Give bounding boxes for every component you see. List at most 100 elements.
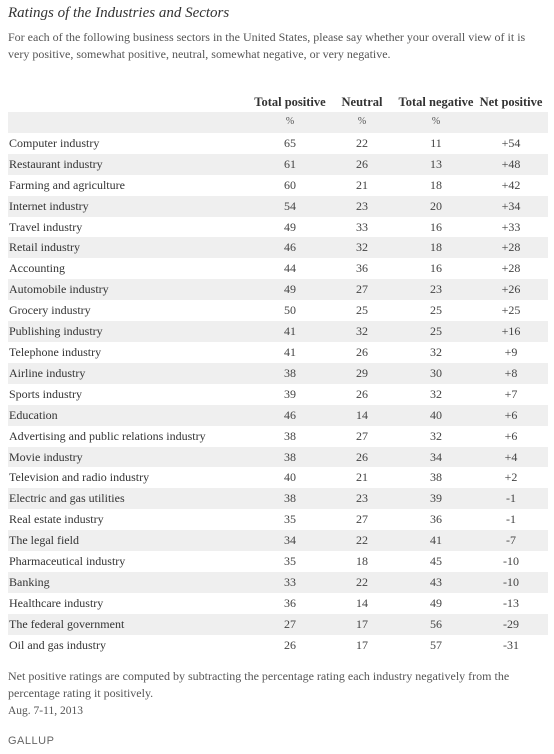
unit-row: % % %: [8, 112, 548, 133]
table-row: Oil and gas industry 26 17 57 -31: [8, 635, 548, 656]
row-value: 39: [284, 386, 296, 401]
row-value: 36: [284, 595, 296, 610]
table-body: % % % Computer industry 65 22 11 +54 Restaura…: [8, 112, 548, 656]
row-value: 14: [356, 595, 368, 610]
row-value: 27: [326, 279, 398, 301]
unit-cell: [474, 112, 548, 133]
row-value: 38: [254, 446, 326, 468]
row-value: 39: [398, 488, 474, 510]
row-value: 65: [284, 135, 296, 150]
row-value: 26: [356, 386, 368, 401]
row-label: Telephone industry: [9, 344, 102, 359]
row-value: +54: [501, 135, 521, 150]
row-label: Pharmaceutical industry: [9, 554, 126, 569]
table-row: Restaurant industry 61 26 13 +48: [8, 153, 548, 175]
row-value: 38: [284, 428, 296, 443]
row-value: +6: [504, 428, 518, 443]
row-value: -1: [506, 512, 516, 527]
row-label: Airline industry: [8, 362, 254, 384]
row-value: -31: [503, 637, 519, 652]
table-row: Computer industry 65 22 11 +54: [8, 133, 548, 154]
row-value: 32: [430, 386, 442, 401]
table-row: The legal field 34 22 41 -7: [8, 530, 548, 552]
table-row: Travel industry 49 33 16 +33: [8, 217, 548, 238]
table-row: Automobile industry 49 27 23 +26: [8, 279, 548, 301]
row-value: 60: [284, 177, 296, 192]
row-value: +7: [504, 386, 518, 401]
row-value: 32: [430, 428, 442, 443]
unit-blank: [8, 112, 254, 133]
row-value: 17: [356, 637, 368, 652]
row-value: -29: [474, 613, 548, 635]
row-value: 50: [284, 303, 296, 318]
row-label: Real estate industry: [9, 512, 104, 527]
row-value: 22: [326, 571, 398, 593]
row-value: 25: [398, 321, 474, 342]
row-value: 26: [326, 153, 398, 175]
header-total-negative: Total negative: [398, 95, 474, 109]
table-row: Banking 33 22 43 -10: [8, 571, 548, 593]
header-total-positive: Total positive: [254, 95, 326, 109]
row-value: 35: [284, 554, 296, 569]
header-row: Total positive Neutral Total negative Ne…: [8, 76, 548, 112]
unit-cell: %: [326, 112, 398, 133]
row-value: +33: [501, 219, 521, 234]
row-label: Oil and gas industry: [9, 637, 106, 652]
row-label: The legal field: [8, 530, 254, 552]
row-value: 46: [254, 237, 326, 259]
row-value: +26: [474, 279, 548, 301]
row-value: 33: [254, 571, 326, 593]
row-value: 32: [430, 344, 442, 359]
row-value: 30: [398, 362, 474, 384]
row-value: 41: [284, 344, 296, 359]
table-row: Internet industry 54 23 20 +34: [8, 195, 548, 217]
row-value: 38: [254, 488, 326, 510]
row-value: 13: [398, 153, 474, 175]
table-row: Television and radio industry 40 21 38 +2: [8, 467, 548, 488]
row-value: 25: [430, 303, 442, 318]
row-value: 18: [356, 554, 368, 569]
row-value: 35: [284, 512, 296, 527]
header-neutral: Neutral: [341, 95, 383, 109]
row-label: Healthcare industry: [9, 595, 104, 610]
row-value: 23: [398, 279, 474, 301]
question-text: For each of the following business secto…: [8, 30, 526, 61]
row-value: 40: [398, 404, 474, 426]
row-value: 23: [326, 195, 398, 217]
gallup-logo: GALLUP: [8, 735, 55, 747]
row-label: Sports industry: [9, 386, 83, 401]
row-value: 20: [398, 195, 474, 217]
table-row: Airline industry 38 29 30 +8: [8, 362, 548, 384]
row-value: 23: [326, 488, 398, 510]
row-label: Restaurant industry: [8, 153, 254, 175]
table-row: Advertising and public relations industr…: [8, 426, 548, 447]
unit-cell: %: [398, 112, 474, 133]
row-label: Accounting: [9, 261, 65, 276]
row-label: Advertising and public relations industr…: [9, 428, 206, 443]
page-title: Ratings of the Industries and Sectors: [8, 5, 230, 21]
row-label: The federal government: [8, 613, 254, 635]
row-value: 44: [284, 261, 296, 276]
unit-cell: %: [254, 112, 326, 133]
row-label: Travel industry: [9, 219, 83, 234]
row-value: +48: [474, 153, 548, 175]
row-value: 46: [254, 404, 326, 426]
footnote: Net positive ratings are computed by sub…: [8, 669, 510, 700]
survey-date: Aug. 7-11, 2013: [8, 705, 83, 717]
row-value: 18: [398, 237, 474, 259]
row-value: 27: [254, 613, 326, 635]
row-value: 18: [430, 177, 442, 192]
row-value: +34: [474, 195, 548, 217]
row-value: 38: [430, 470, 442, 485]
row-label: Television and radio industry: [9, 470, 150, 485]
row-value: 57: [430, 637, 442, 652]
row-value: 49: [284, 219, 296, 234]
row-label: Retail industry: [8, 237, 254, 259]
header-net-positive: Net positive: [479, 95, 543, 109]
row-value: 38: [254, 362, 326, 384]
row-label: Publishing industry: [8, 321, 254, 342]
row-value: -1: [474, 488, 548, 510]
row-value: 36: [430, 512, 442, 527]
row-value: 32: [326, 237, 398, 259]
table-row: Sports industry 39 26 32 +7: [8, 384, 548, 405]
